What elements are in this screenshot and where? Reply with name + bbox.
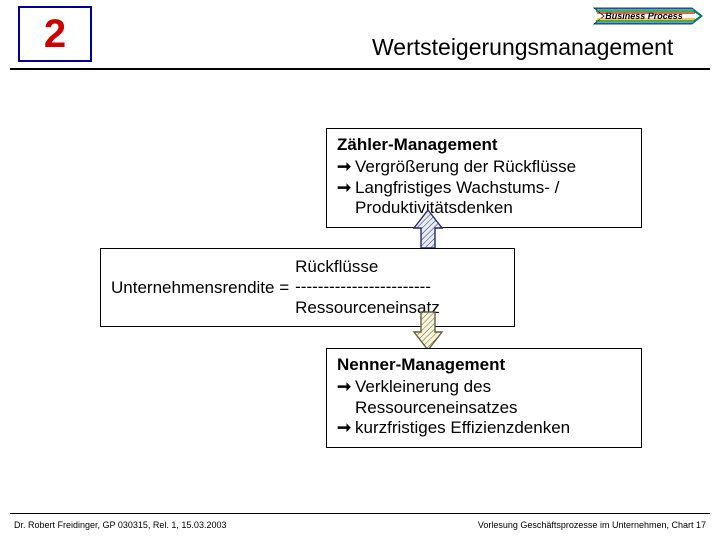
arrow-right-icon: ➞ bbox=[337, 178, 355, 199]
bullet-text: Langfristiges Wachstums- / Produktivität… bbox=[355, 178, 631, 219]
header-divider bbox=[10, 68, 710, 70]
list-item: ➞ Langfristiges Wachstums- / Produktivit… bbox=[337, 178, 631, 219]
footer-right: Vorlesung Geschäftsprozesse im Unternehm… bbox=[478, 520, 706, 530]
footer-divider bbox=[10, 513, 710, 514]
arrow-right-icon: ➞ bbox=[337, 418, 355, 439]
bullet-text: Vergrößerung der Rückflüsse bbox=[355, 157, 631, 178]
list-item: ➞ kurzfristiges Effizienzdenken bbox=[337, 418, 631, 439]
nenner-heading: Nenner-Management bbox=[337, 355, 631, 375]
bullet-text: kurzfristiges Effizienzdenken bbox=[355, 418, 631, 439]
bullet-text: Verkleinerung des Ressourceneinsatzes bbox=[355, 377, 631, 418]
formula-lhs: Unternehmensrendite = bbox=[111, 278, 289, 298]
arrow-right-icon: ➞ bbox=[337, 377, 355, 398]
slide-title: Wertsteigerungsmanagement bbox=[372, 34, 673, 61]
chapter-number: 2 bbox=[44, 12, 66, 57]
chapter-box: 2 bbox=[18, 6, 92, 62]
zaehler-heading: Zähler-Management bbox=[337, 135, 631, 155]
footer-left: Dr. Robert Freidinger, GP 030315, Rel. 1… bbox=[14, 520, 226, 530]
arrow-down-icon bbox=[408, 310, 448, 350]
badge-text: Business Process bbox=[605, 11, 683, 21]
list-item: ➞ Verkleinerung des Ressourceneinsatzes bbox=[337, 377, 631, 418]
formula-divider: ------------------------ bbox=[295, 277, 440, 297]
business-process-badge: Business Process bbox=[592, 4, 710, 28]
arrow-right-icon: ➞ bbox=[337, 157, 355, 178]
zaehler-box: Zähler-Management ➞ Vergrößerung der Rüc… bbox=[326, 128, 642, 228]
formula-numerator: Rückflüsse bbox=[295, 257, 440, 277]
list-item: ➞ Vergrößerung der Rückflüsse bbox=[337, 157, 631, 178]
arrow-up-icon bbox=[408, 208, 448, 248]
nenner-box: Nenner-Management ➞ Verkleinerung des Re… bbox=[326, 348, 642, 448]
formula-box: Unternehmensrendite = Rückflüsse -------… bbox=[100, 248, 515, 327]
